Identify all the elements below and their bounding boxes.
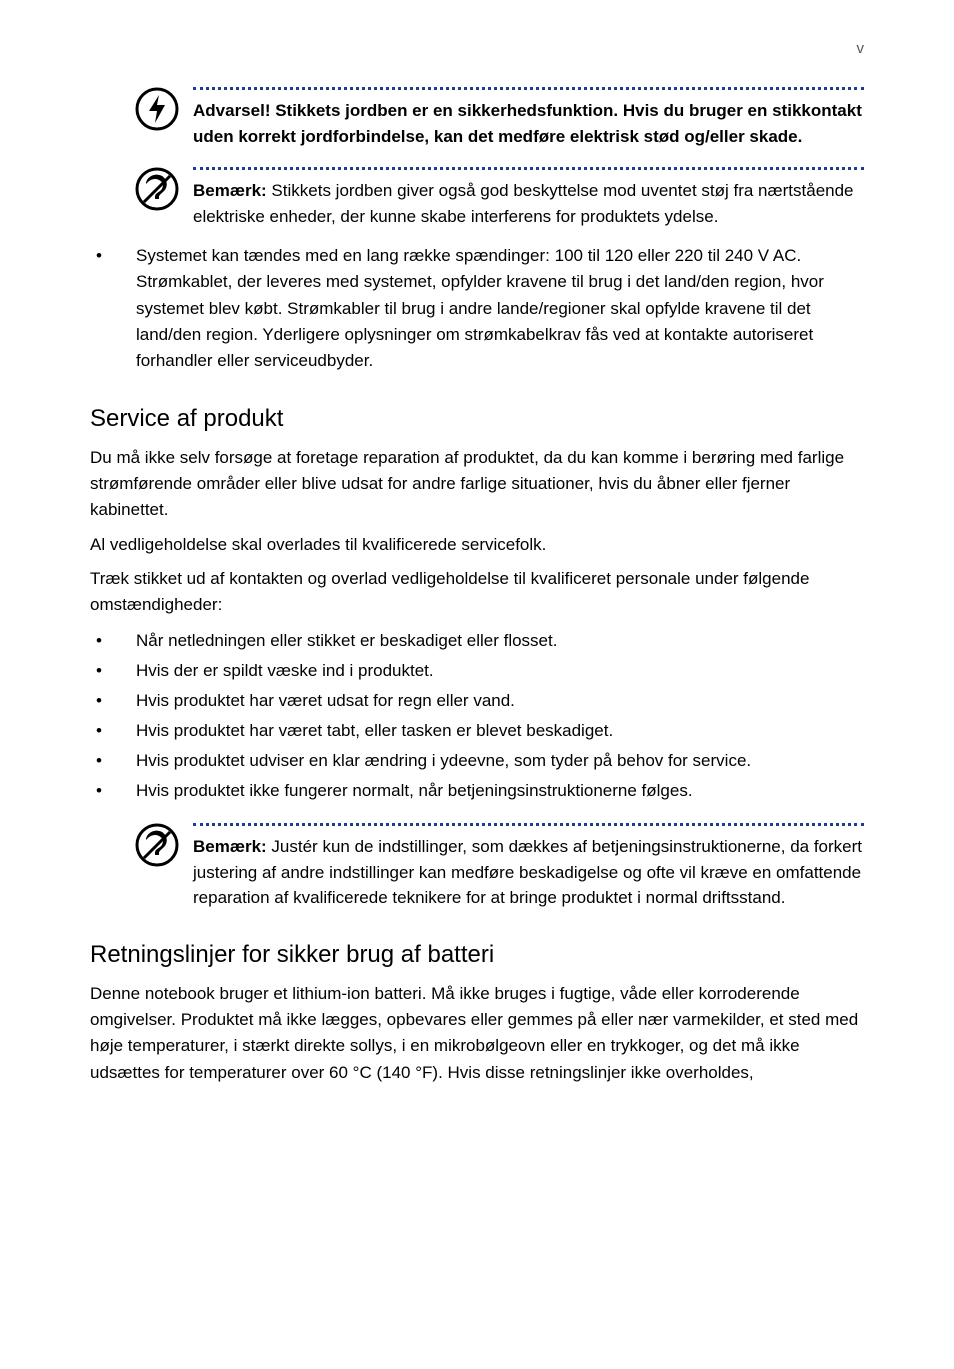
heading-service: Service af produkt: [90, 405, 864, 433]
list-item: •Hvis produktet har været udsat for regn…: [90, 687, 864, 715]
warning-block: Advarsel! Stikkets jordben er en sikkerh…: [135, 87, 864, 149]
battery-para: Denne notebook bruger et lithium-ion bat…: [90, 981, 864, 1086]
list-item: •Hvis der er spildt væske ind i produkte…: [90, 657, 864, 685]
note-text-2: Bemærk: Justér kun de indstillinger, som…: [193, 834, 864, 911]
prohibition-icon: [135, 823, 179, 867]
prohibition-icon: [135, 167, 179, 211]
list-item: •Hvis produktet har været tabt, eller ta…: [90, 717, 864, 745]
note-label: Bemærk:: [193, 181, 267, 200]
bullet-text: Systemet kan tændes med en lang række sp…: [136, 243, 864, 375]
warning-text: Advarsel! Stikkets jordben er en sikkerh…: [193, 98, 864, 149]
dashed-separator: [193, 823, 864, 826]
list-item: •Når netledningen eller stikket er beska…: [90, 627, 864, 655]
note-body: Justér kun de indstillinger, som dækkes …: [193, 837, 862, 907]
list-item: •Hvis produktet udviser en klar ændring …: [90, 747, 864, 775]
note-label: Bemærk:: [193, 837, 267, 856]
service-list: •Når netledningen eller stikket er beska…: [90, 627, 864, 805]
note-text-1: Bemærk: Stikkets jordben giver også god …: [193, 178, 864, 229]
bullet-system-power: • Systemet kan tændes med en lang række …: [90, 243, 864, 375]
dashed-separator: [193, 167, 864, 170]
heading-battery: Retningslinjer for sikker brug af batter…: [90, 941, 864, 969]
note-block-2: Bemærk: Justér kun de indstillinger, som…: [135, 823, 864, 911]
bullet-dot: •: [90, 243, 136, 375]
note-body: Stikkets jordben giver også god beskytte…: [193, 181, 854, 226]
service-para-3: Træk stikket ud af kontakten og overlad …: [90, 566, 864, 619]
service-para-1: Du må ikke selv forsøge at foretage repa…: [90, 445, 864, 524]
list-item: •Hvis produktet ikke fungerer normalt, n…: [90, 777, 864, 805]
note-block-1: Bemærk: Stikkets jordben giver også god …: [135, 167, 864, 229]
dashed-separator: [193, 87, 864, 90]
page-number: v: [90, 40, 864, 57]
service-para-2: Al vedligeholdelse skal overlades til kv…: [90, 532, 864, 558]
lightning-icon: [135, 87, 179, 131]
